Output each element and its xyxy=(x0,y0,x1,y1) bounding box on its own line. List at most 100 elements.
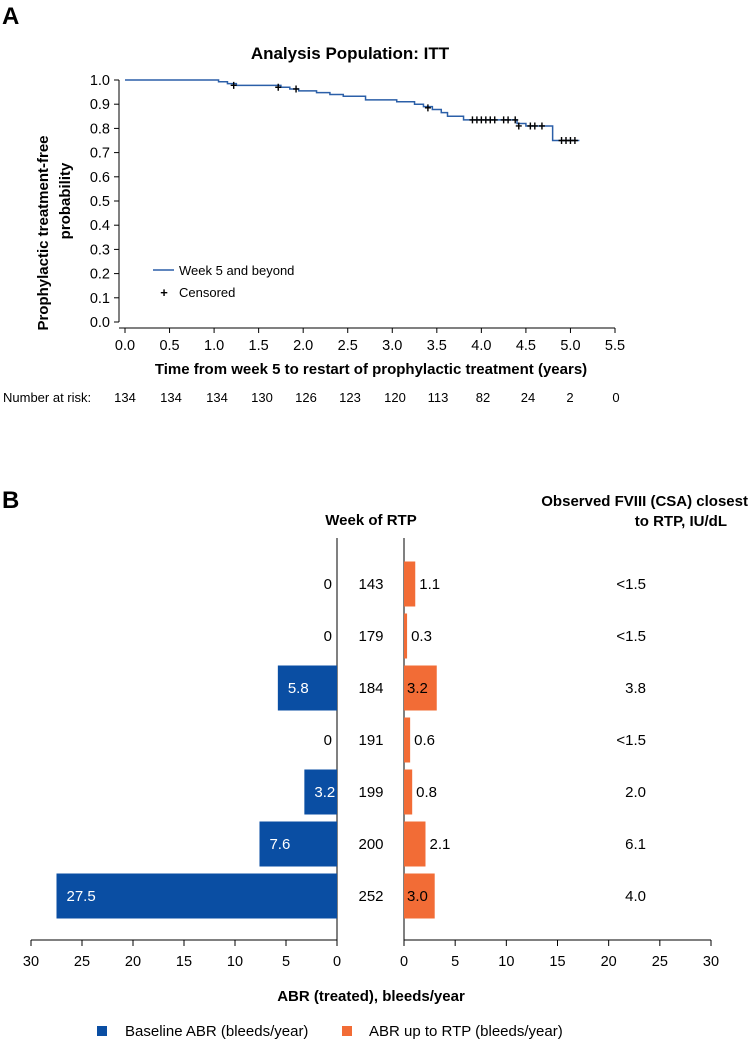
abr-right-tick-label: 20 xyxy=(601,954,617,970)
panel-a: A Analysis Population: ITT Prophylactic … xyxy=(2,3,625,405)
km-y-tick-label: 0.7 xyxy=(90,146,110,162)
abr-right-tick-label: 25 xyxy=(652,954,668,970)
km-axes: 0.0 0.1 0.2 0.3 0.4 0.5 0.6 0.7 0.8 0.9 1.0 0.0 0.5 1… xyxy=(90,73,625,354)
legend-censored-marker: + xyxy=(160,285,168,300)
baseline-abr-bar xyxy=(259,821,337,867)
km-ylabel-line1: Prophylactic treatment-free xyxy=(35,135,52,330)
week-of-rtp-value: 184 xyxy=(358,680,383,697)
abr-right-tick-label: 30 xyxy=(703,954,719,970)
km-x-tick-label: 1.0 xyxy=(204,338,224,354)
legend-swatch-baseline xyxy=(97,1026,107,1036)
fviii-value: 4.0 xyxy=(625,888,646,905)
km-x-tick-label: 5.5 xyxy=(605,338,625,354)
km-x-tick-label: 5.0 xyxy=(560,338,580,354)
fviii-value: 3.8 xyxy=(625,680,646,697)
abr-xlabel: ABR (treated), bleeds/year xyxy=(277,988,465,1005)
km-y-tick-label: 0.4 xyxy=(90,218,110,234)
fviii-value: <1.5 xyxy=(616,628,646,645)
baseline-abr-label: 3.2 xyxy=(314,784,335,801)
km-censor-mark xyxy=(230,81,237,89)
abr-right-tick-label: 0 xyxy=(400,954,408,970)
number-at-risk-row: 134 134 134 130 126 123 120 113 82 24 2 0 xyxy=(114,390,619,405)
km-y-tick-label: 0.9 xyxy=(90,97,110,113)
km-x-tick-label: 2.0 xyxy=(293,338,313,354)
number-at-risk-label: Number at risk: xyxy=(3,390,91,405)
km-x-tick-label: 4.5 xyxy=(516,338,536,354)
rtp-abr-bar xyxy=(404,717,411,763)
week-of-rtp-value: 199 xyxy=(358,784,383,801)
week-of-rtp-value: 200 xyxy=(358,836,383,853)
km-x-tick-label: 4.0 xyxy=(471,338,491,354)
week-of-rtp-value: 179 xyxy=(358,628,383,645)
km-y-tick-label: 0.2 xyxy=(90,267,110,283)
baseline-abr-bar xyxy=(277,665,337,711)
week-of-rtp-value: 252 xyxy=(358,888,383,905)
baseline-abr-label: 0 xyxy=(324,628,332,645)
km-title: Analysis Population: ITT xyxy=(251,44,450,63)
abr-legend: Baseline ABR (bleeds/year) ABR up to RTP… xyxy=(97,1023,563,1040)
abr-left-tick-label: 15 xyxy=(176,954,192,970)
km-censor-mark xyxy=(293,85,300,93)
km-x-tick-label: 0.0 xyxy=(115,338,135,354)
rtp-abr-label: 1.1 xyxy=(419,576,440,593)
fviii-value: 6.1 xyxy=(625,836,646,853)
rtp-abr-bar xyxy=(404,561,416,607)
legend-label-baseline: Baseline ABR (bleeds/year) xyxy=(125,1023,308,1040)
number-at-risk-value: 134 xyxy=(114,390,136,405)
fviii-value: 2.0 xyxy=(625,784,646,801)
km-y-tick-label: 1.0 xyxy=(90,73,110,89)
abr-left-tick-label: 10 xyxy=(227,954,243,970)
fviii-value: <1.5 xyxy=(616,732,646,749)
number-at-risk-value: 0 xyxy=(612,390,619,405)
km-censor-mark xyxy=(424,104,431,112)
km-survival-line xyxy=(125,79,580,142)
baseline-abr-label: 0 xyxy=(324,732,332,749)
km-censor-mark xyxy=(515,122,522,130)
km-ylabel-line2: probability xyxy=(57,162,74,239)
km-censor-mark xyxy=(512,116,519,124)
km-curve xyxy=(125,79,580,144)
legend-label-rtp: ABR up to RTP (bleeds/year) xyxy=(369,1023,563,1040)
rtp-abr-label: 0.8 xyxy=(416,784,437,801)
baseline-abr-label: 5.8 xyxy=(288,680,309,697)
week-of-rtp-value: 143 xyxy=(358,576,383,593)
week-of-rtp-value: 191 xyxy=(358,732,383,749)
abr-left-tick-label: 30 xyxy=(23,954,39,970)
abr-right-tick-label: 15 xyxy=(549,954,565,970)
number-at-risk-value: 2 xyxy=(566,390,573,405)
km-y-tick-label: 0.8 xyxy=(90,121,110,137)
week-of-rtp-header: Week of RTP xyxy=(325,512,416,529)
rtp-abr-label: 0.6 xyxy=(414,732,435,749)
number-at-risk-value: 113 xyxy=(428,390,449,405)
rtp-abr-bar xyxy=(404,769,413,815)
number-at-risk-value: 130 xyxy=(251,390,273,405)
panel-label-b: B xyxy=(2,487,19,514)
km-x-tick-label: 2.5 xyxy=(338,338,358,354)
rtp-abr-label: 3.0 xyxy=(407,888,428,905)
fviii-header-line2: to RTP, IU/dL xyxy=(635,513,727,530)
km-censor-mark xyxy=(531,122,538,130)
abr-left-tick-label: 25 xyxy=(74,954,90,970)
km-xlabel: Time from week 5 to restart of prophylac… xyxy=(155,361,587,378)
km-x-tick-label: 1.5 xyxy=(249,338,269,354)
legend-swatch-rtp xyxy=(342,1026,352,1036)
km-x-tick-label: 3.0 xyxy=(382,338,402,354)
number-at-risk-value: 126 xyxy=(295,390,317,405)
km-censor-mark xyxy=(538,122,545,130)
km-censor-mark xyxy=(491,116,498,124)
km-y-tick-label: 0.5 xyxy=(90,194,110,210)
km-y-tick-label: 0.1 xyxy=(90,291,110,307)
number-at-risk-value: 120 xyxy=(384,390,406,405)
km-censor-mark xyxy=(505,116,512,124)
baseline-abr-bar xyxy=(304,769,337,815)
fviii-value: <1.5 xyxy=(616,576,646,593)
baseline-abr-label: 27.5 xyxy=(67,888,96,905)
baseline-abr-label: 7.6 xyxy=(269,836,290,853)
rtp-abr-label: 3.2 xyxy=(407,680,428,697)
km-y-tick-label: 0.3 xyxy=(90,242,110,258)
number-at-risk-value: 24 xyxy=(521,390,535,405)
number-at-risk-value: 134 xyxy=(206,390,228,405)
rtp-abr-bar xyxy=(404,613,408,659)
legend-label-week5: Week 5 and beyond xyxy=(179,263,294,278)
